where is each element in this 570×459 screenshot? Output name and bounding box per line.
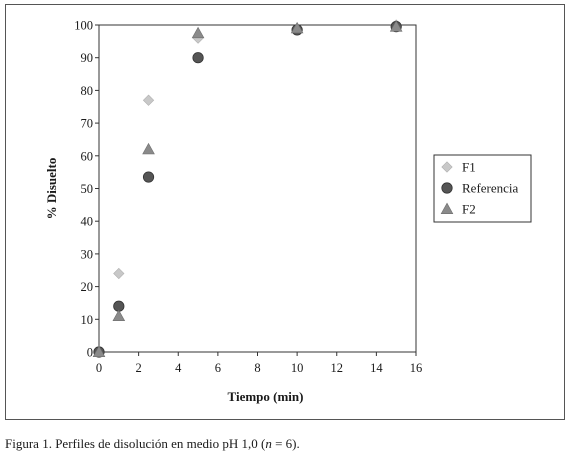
- x-tick-label: 12: [331, 361, 344, 375]
- legend-label-f2: F2: [462, 202, 476, 217]
- data-point-f2: [191, 26, 205, 39]
- x-axis-title: Tiempo (min): [228, 389, 304, 404]
- y-tick-label: 70: [81, 117, 94, 131]
- x-tick-label: 4: [175, 361, 182, 375]
- legend-marker-referencia: [441, 182, 453, 194]
- caption-suffix: = 6).: [271, 436, 300, 451]
- y-tick-label: 40: [81, 215, 94, 229]
- legend-label-f1: F1: [462, 160, 476, 175]
- x-tick-label: 14: [370, 361, 383, 375]
- y-tick-label: 100: [74, 19, 93, 33]
- legend-marker-f2: [440, 202, 454, 214]
- y-tick-label: 80: [81, 84, 94, 98]
- y-tick-label: 0: [87, 346, 93, 360]
- data-point-f2: [92, 345, 106, 357]
- x-tick-label: 6: [215, 361, 221, 375]
- data-point-f2: [290, 21, 304, 34]
- legend-label-referencia: Referencia: [462, 181, 519, 196]
- data-point-f2: [389, 20, 403, 32]
- caption-prefix: Figura 1. Perfiles de disolución en medi…: [5, 436, 266, 451]
- y-tick-label: 90: [81, 51, 94, 65]
- data-point-f1: [113, 267, 125, 280]
- x-tick-label: 10: [291, 361, 304, 375]
- caption-n-symbol: n: [265, 436, 272, 451]
- y-tick-label: 30: [81, 247, 94, 261]
- y-tick-label: 60: [81, 149, 94, 163]
- data-point-referencia: [142, 171, 155, 183]
- y-tick-label: 20: [81, 280, 94, 294]
- data-point-referencia: [192, 52, 204, 64]
- x-tick-label: 0: [96, 361, 102, 375]
- legend-marker-f1: [441, 161, 453, 173]
- figure-caption: Figura 1. Perfiles de disolución en medi…: [5, 436, 300, 452]
- chart-frame: Tiempo (min)% Disuelto 0 10 20 30 40 50 60 70 80…: [5, 4, 565, 420]
- x-tick-label: 8: [254, 361, 260, 375]
- y-tick-label: 10: [81, 313, 94, 327]
- y-tick-label: 50: [81, 182, 94, 196]
- plot-area: [98, 24, 417, 353]
- data-point-f2: [112, 309, 126, 321]
- x-tick-label: 2: [136, 361, 142, 375]
- data-point-f1: [142, 94, 155, 106]
- chart-plot: Tiempo (min)% Disuelto 01020304050607080…: [44, 19, 532, 404]
- data-point-f2: [142, 142, 155, 155]
- x-tick-label: 16: [410, 361, 423, 375]
- y-axis-title: % Disuelto: [44, 158, 59, 220]
